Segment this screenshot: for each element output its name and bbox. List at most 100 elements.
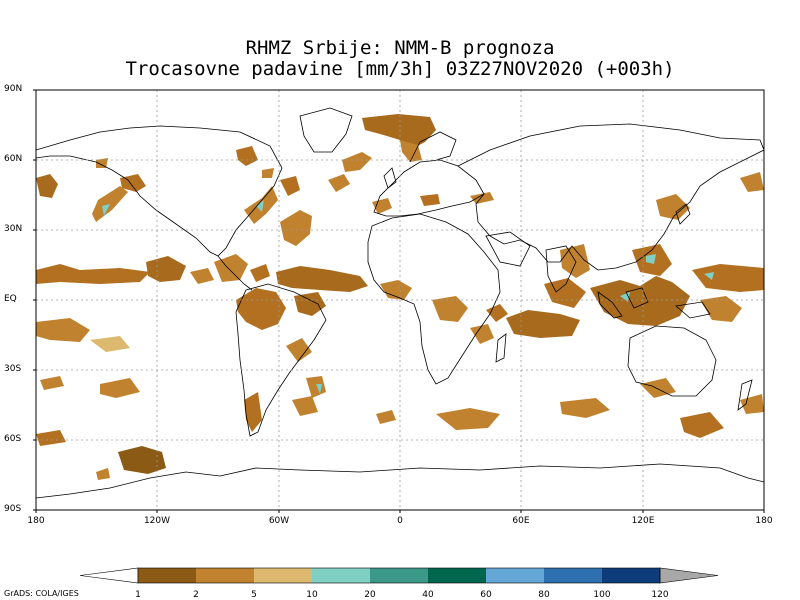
uk (383, 167, 397, 189)
precip-patch (236, 146, 258, 166)
precip-patch (342, 152, 372, 172)
colorbar-legend: 1 2 5 10 20 40 60 80 100 120 (79, 567, 719, 600)
precipitation-areas (36, 114, 764, 480)
precip-patch (36, 318, 90, 342)
continent-north-america (36, 125, 283, 257)
colorbar-under-triangle (79, 567, 139, 584)
colorbar-swatch (602, 568, 660, 583)
precip-patch (244, 392, 262, 432)
precip-patch (214, 254, 248, 282)
precip-patch (90, 336, 130, 352)
colorbar-outline (137, 567, 661, 584)
continent-australia (627, 325, 717, 397)
precip-patch (704, 272, 714, 280)
colorbar-swatch (312, 568, 370, 583)
colorbar-tick-label: 100 (593, 590, 610, 600)
colorbar-tick-label: 20 (364, 590, 376, 600)
new-zealand (737, 379, 753, 411)
precip-patch (276, 266, 368, 292)
precip-patch (740, 394, 764, 414)
colorbar-tick-label: 5 (251, 590, 257, 600)
precip-patch (544, 278, 586, 308)
precip-patch (146, 256, 186, 282)
precip-patch (640, 378, 676, 398)
colorbar-swatch (196, 568, 254, 583)
precip-patch (40, 376, 64, 390)
madagascar (495, 333, 507, 363)
colorbar-tick-label: 1 (135, 590, 141, 600)
new-guinea (675, 301, 711, 319)
precip-patch (36, 430, 66, 446)
scandinavia (409, 131, 457, 163)
precip-patch (120, 174, 146, 192)
precip-patch (740, 172, 764, 192)
lat-label-30n: 30N (4, 224, 23, 234)
lon-label-60e: 60E (512, 516, 530, 526)
colorbar-swatch (544, 568, 602, 583)
antarctica (36, 463, 764, 499)
lon-label-180e: 180 (755, 516, 773, 526)
precip-patch (470, 324, 494, 344)
precip-patch (280, 176, 300, 196)
continent-europe (373, 159, 485, 217)
precip-patch (292, 396, 318, 416)
lat-label-60n: 60N (4, 154, 23, 164)
lat-label-90n: 90N (4, 84, 23, 94)
precip-patch (362, 114, 436, 150)
colorbar-swatch (254, 568, 312, 583)
precip-patch (190, 268, 214, 284)
precip-patch (256, 200, 264, 212)
lon-label-120e: 120E (631, 516, 655, 526)
continent-south-america (235, 283, 327, 437)
lat-label-eq: EQ (4, 294, 17, 304)
colorbar-tick-label: 10 (306, 590, 318, 600)
continent-asia (457, 123, 764, 271)
precip-patch (486, 304, 508, 322)
precip-patch (250, 264, 270, 282)
lat-label-90s: 90S (4, 504, 22, 514)
precip-patch (262, 168, 274, 178)
precip-patch (316, 384, 322, 394)
greenland (299, 107, 353, 153)
precip-patch (280, 210, 312, 246)
precip-patch (646, 254, 656, 264)
central-america (217, 255, 253, 291)
precip-patch (376, 410, 396, 424)
precip-patch (560, 398, 610, 418)
colorbar-over-triangle (659, 567, 719, 584)
colorbar-swatch (486, 568, 544, 583)
continent-africa (367, 213, 501, 385)
colorbar-tick-label: 2 (193, 590, 199, 600)
japan (675, 203, 691, 225)
precip-patch (400, 140, 422, 162)
colorbar-swatch (138, 568, 196, 583)
precip-patch (420, 194, 440, 206)
precip-patch (118, 446, 166, 474)
precip-patch (102, 204, 110, 216)
colorbar-tick-label: 120 (651, 590, 668, 600)
precip-patch (100, 378, 140, 398)
precip-patch (506, 310, 580, 338)
precip-patch (436, 408, 500, 430)
coastlines (36, 107, 764, 499)
precip-patch (294, 292, 326, 316)
precip-patch (36, 264, 150, 284)
lat-label-60s: 60S (4, 434, 22, 444)
precip-patch (328, 174, 350, 192)
lon-label-60w: 60W (268, 516, 290, 526)
arabia (485, 231, 531, 267)
precip-patch (432, 296, 468, 322)
colorbar-tick-label: 60 (480, 590, 492, 600)
colorbar-tick-label: 40 (422, 590, 434, 600)
india (545, 245, 577, 293)
precip-patch (470, 192, 494, 204)
precip-patch (656, 194, 690, 220)
precip-patch (236, 288, 286, 330)
precip-patch (590, 276, 690, 326)
lon-label-180w: 180 (27, 516, 45, 526)
lat-label-30s: 30S (4, 364, 22, 374)
map-title-line-2: Trocasovne padavine [mm/3h] 03Z27NOV2020… (125, 58, 675, 80)
precip-patch (680, 412, 724, 438)
map-title-line-1: RHMZ Srbije: NMM-B prognoza (245, 37, 555, 59)
